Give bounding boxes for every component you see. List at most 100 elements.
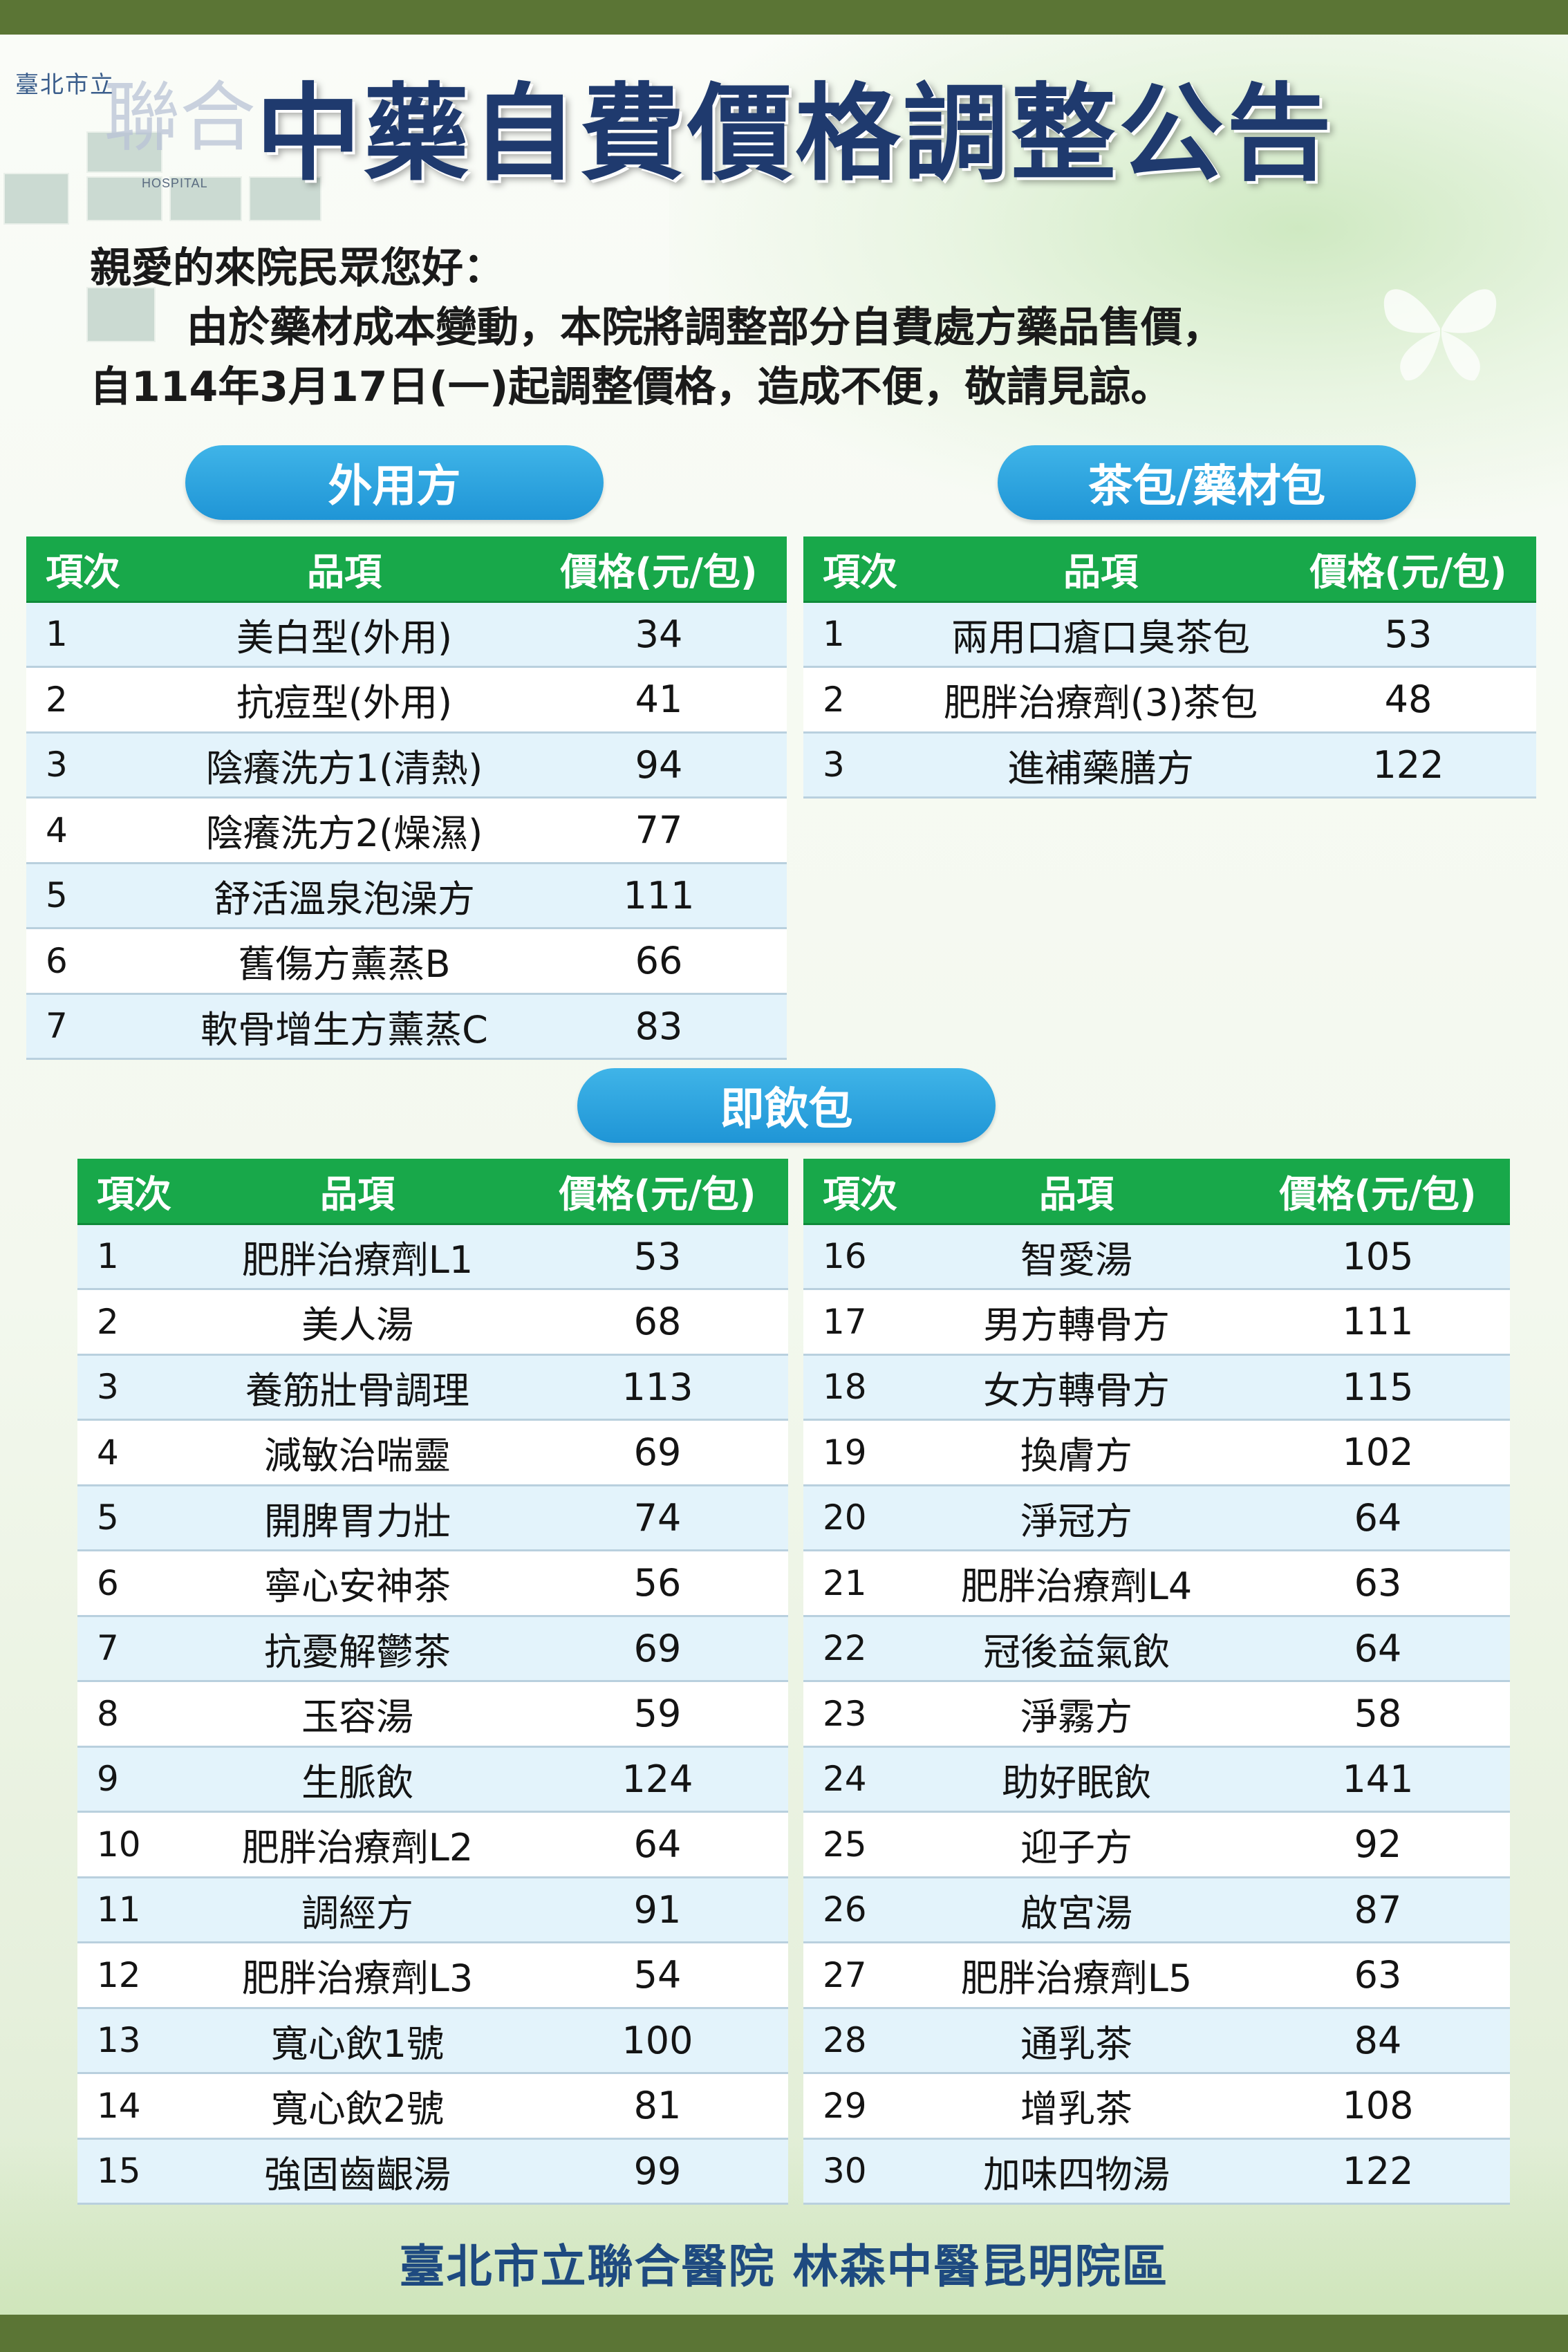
section-label-tea: 茶包/藥材包	[998, 445, 1416, 520]
row-price: 111	[531, 863, 787, 929]
row-item-name: 冠後益氣飲	[907, 1616, 1246, 1682]
table-row: 19 換膚方 102	[803, 1419, 1510, 1486]
row-item-name: 通乳茶	[907, 2008, 1246, 2074]
intro-text: 親愛的來院民眾您好： 由於藥材成本變動，本院將調整部分自費處方藥品售價， 自11…	[90, 239, 1473, 417]
row-price: 83	[531, 993, 787, 1060]
header-item: 品項	[188, 1159, 527, 1225]
logo-photo-tile	[86, 176, 162, 221]
row-item-name: 寬心飲2號	[188, 2073, 527, 2140]
row-item-name: 抗憂解鬱茶	[188, 1616, 527, 1682]
row-item-name: 美白型(外用)	[158, 601, 531, 668]
intro-greeting: 親愛的來院民眾您好：	[90, 244, 505, 292]
table-row: 1 肥胖治療劑L1 53	[77, 1224, 788, 1290]
row-item-name: 增乳茶	[907, 2073, 1246, 2140]
table-row: 23 淨霧方 58	[803, 1681, 1510, 1748]
row-price: 81	[527, 2073, 788, 2140]
table-row: 9 生脈飲 124	[77, 1746, 788, 1813]
table-row: 16 智愛湯 105	[803, 1224, 1510, 1290]
row-price: 58	[1246, 1681, 1510, 1748]
intro-line-2: 由於藥材成本變動，本院將調整部分自費處方藥品售價，	[187, 304, 1224, 352]
row-price: 59	[527, 1681, 788, 1748]
row-price: 100	[527, 2008, 788, 2074]
row-number: 21	[803, 1550, 907, 1617]
row-number: 24	[803, 1746, 907, 1813]
table-row: 4 陰癢洗方2(燥濕) 77	[26, 797, 787, 864]
row-item-name: 肥胖治療劑L3	[188, 1942, 527, 2009]
table-row: 1 美白型(外用) 34	[26, 601, 787, 668]
table-row: 6 寧心安神茶 56	[77, 1550, 788, 1617]
row-price: 63	[1246, 1550, 1510, 1617]
row-number: 30	[803, 2138, 907, 2205]
table-row: 21 肥胖治療劑L4 63	[803, 1550, 1510, 1617]
table-row: 26 啟宮湯 87	[803, 1877, 1510, 1943]
row-number: 22	[803, 1616, 907, 1682]
row-item-name: 減敏治喘靈	[188, 1419, 527, 1486]
header-item: 品項	[907, 1159, 1246, 1225]
row-number: 1	[26, 601, 158, 668]
table-row: 13 寬心飲1號 100	[77, 2008, 788, 2074]
row-number: 28	[803, 2008, 907, 2074]
row-price: 69	[527, 1419, 788, 1486]
row-item-name: 肥胖治療劑(3)茶包	[921, 666, 1280, 734]
header-no: 項次	[26, 536, 158, 603]
row-price: 66	[531, 928, 787, 995]
row-number: 1	[77, 1224, 188, 1290]
logo-big-char: 聯合	[104, 73, 256, 162]
external-price-table: 項次 品項 價格(元/包) 1 美白型(外用) 34 2 抗痘型(外用) 41 3 陰癢洗方1…	[26, 536, 787, 1060]
logo-photo-tile	[3, 173, 69, 225]
row-price: 69	[527, 1616, 788, 1682]
row-price: 53	[527, 1224, 788, 1290]
table-row: 7 軟骨增生方薰蒸C 83	[26, 993, 787, 1060]
row-number: 9	[77, 1746, 188, 1813]
row-item-name: 男方轉骨方	[907, 1289, 1246, 1356]
row-price: 68	[527, 1289, 788, 1356]
row-number: 3	[26, 732, 158, 799]
table-row: 7 抗憂解鬱茶 69	[77, 1616, 788, 1682]
row-price: 122	[1280, 732, 1536, 799]
row-number: 25	[803, 1811, 907, 1878]
page-title: 中藥自費價格調整公告	[256, 73, 1334, 195]
table-row: 5 開脾胃力壯 74	[77, 1485, 788, 1551]
footer-hospital-name: 臺北市立聯合醫院 林森中醫昆明院區	[399, 2240, 1169, 2293]
table-row: 3 陰癢洗方1(清熱) 94	[26, 732, 787, 799]
row-number: 5	[77, 1485, 188, 1551]
row-price: 63	[1246, 1942, 1510, 2009]
row-number: 19	[803, 1419, 907, 1486]
table-row: 5 舒活溫泉泡澡方 111	[26, 863, 787, 929]
row-item-name: 調經方	[188, 1877, 527, 1943]
table-row: 17 男方轉骨方 111	[803, 1289, 1510, 1356]
row-number: 29	[803, 2073, 907, 2140]
row-price: 91	[527, 1877, 788, 1943]
background-glow	[669, 35, 1568, 519]
row-price: 87	[1246, 1877, 1510, 1943]
row-item-name: 養筋壯骨調理	[188, 1354, 527, 1421]
tea-price-table: 項次 品項 價格(元/包) 1 兩用口瘡口臭茶包 53 2 肥胖治療劑(3)茶包 48 3 進…	[803, 536, 1536, 799]
row-item-name: 軟骨增生方薰蒸C	[158, 993, 531, 1060]
row-number: 15	[77, 2138, 188, 2205]
row-number: 10	[77, 1811, 188, 1878]
table-row: 2 美人湯 68	[77, 1289, 788, 1356]
row-item-name: 強固齒齦湯	[188, 2138, 527, 2205]
table-row: 12 肥胖治療劑L3 54	[77, 1942, 788, 2009]
row-item-name: 智愛湯	[907, 1224, 1246, 1290]
table-row: 8 玉容湯 59	[77, 1681, 788, 1748]
row-item-name: 兩用口瘡口臭茶包	[921, 601, 1280, 668]
row-price: 53	[1280, 601, 1536, 668]
row-item-name: 肥胖治療劑L2	[188, 1811, 527, 1878]
row-number: 6	[77, 1550, 188, 1617]
row-number: 7	[77, 1616, 188, 1682]
row-item-name: 女方轉骨方	[907, 1354, 1246, 1421]
table-row: 14 寬心飲2號 81	[77, 2073, 788, 2140]
table-row: 20 淨冠方 64	[803, 1485, 1510, 1551]
table-row: 15 強固齒齦湯 99	[77, 2138, 788, 2205]
row-number: 12	[77, 1942, 188, 2009]
row-number: 4	[26, 797, 158, 864]
intro-line-3: 自114年3月17日(一)起調整價格，造成不便，敬請見諒。	[90, 363, 1173, 411]
row-number: 23	[803, 1681, 907, 1748]
table-row: 24 助好眠飲 141	[803, 1746, 1510, 1813]
table-row: 3 養筋壯骨調理 113	[77, 1354, 788, 1421]
row-number: 3	[77, 1354, 188, 1421]
row-number: 1	[803, 601, 921, 668]
row-number: 7	[26, 993, 158, 1060]
butterfly-icon	[1383, 289, 1497, 381]
